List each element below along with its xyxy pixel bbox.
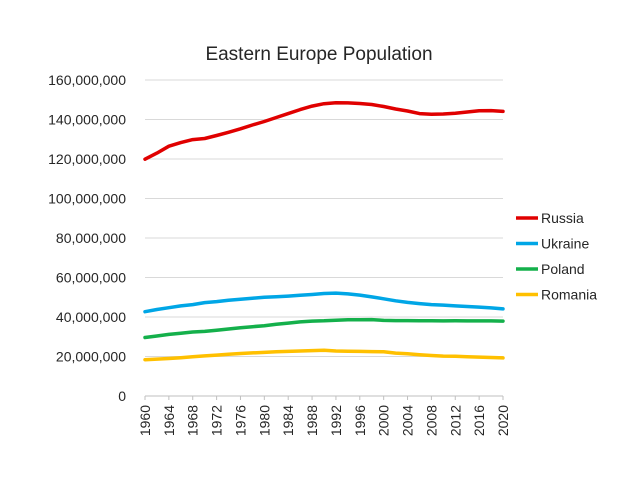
x-tick-label: 1964 [161, 405, 177, 436]
x-tick-label: 1988 [304, 405, 320, 436]
series-line-romania [143, 348, 505, 362]
y-tick-label: 160,000,000 [48, 72, 126, 88]
legend-label-poland: Poland [541, 261, 585, 277]
y-axis-tick-labels: 0 20,000,000 40,000,000 60,000,000 80,000,00… [48, 72, 126, 404]
x-tick-label: 1984 [280, 405, 296, 436]
series-lines [143, 100, 505, 362]
gridlines [145, 79, 503, 397]
x-tick-label: 2004 [400, 405, 416, 436]
y-tick-label: 100,000,000 [48, 191, 126, 207]
x-tick-label: 1972 [209, 405, 225, 436]
x-tick-label: 1960 [137, 405, 153, 436]
legend-label-ukraine: Ukraine [541, 236, 589, 252]
x-tick-label: 2012 [447, 405, 463, 436]
x-tick-label: 1976 [232, 405, 248, 436]
x-tick-label: 2008 [423, 405, 439, 436]
x-tick-label: 2016 [471, 405, 487, 436]
series-line-russia [143, 100, 505, 161]
y-tick-label: 80,000,000 [56, 230, 126, 246]
chart-title: Eastern Europe Population [205, 44, 432, 65]
y-tick-label: 20,000,000 [56, 349, 126, 365]
x-tick-label: 1996 [352, 405, 368, 436]
y-tick-label: 140,000,000 [48, 112, 126, 128]
series-line-poland [143, 317, 505, 340]
y-tick-label: 60,000,000 [56, 270, 126, 286]
x-tick-label: 1968 [185, 405, 201, 436]
x-axis-tick-labels: 1960 1964 1968 1972 1976 1980 1984 1988 1992 1996… [137, 396, 511, 436]
legend: Russia Ukraine Poland Romania [516, 210, 597, 303]
x-tick-label: 1980 [256, 405, 272, 436]
y-tick-label: 120,000,000 [48, 151, 126, 167]
legend-label-romania: Romania [541, 287, 597, 303]
legend-label-russia: Russia [541, 210, 584, 226]
x-tick-label: 2020 [495, 405, 511, 436]
series-line-ukraine [143, 291, 505, 314]
x-tick-label: 1992 [328, 405, 344, 436]
y-tick-label: 40,000,000 [56, 309, 126, 325]
y-tick-label: 0 [118, 388, 126, 404]
x-tick-label: 2000 [376, 405, 392, 436]
